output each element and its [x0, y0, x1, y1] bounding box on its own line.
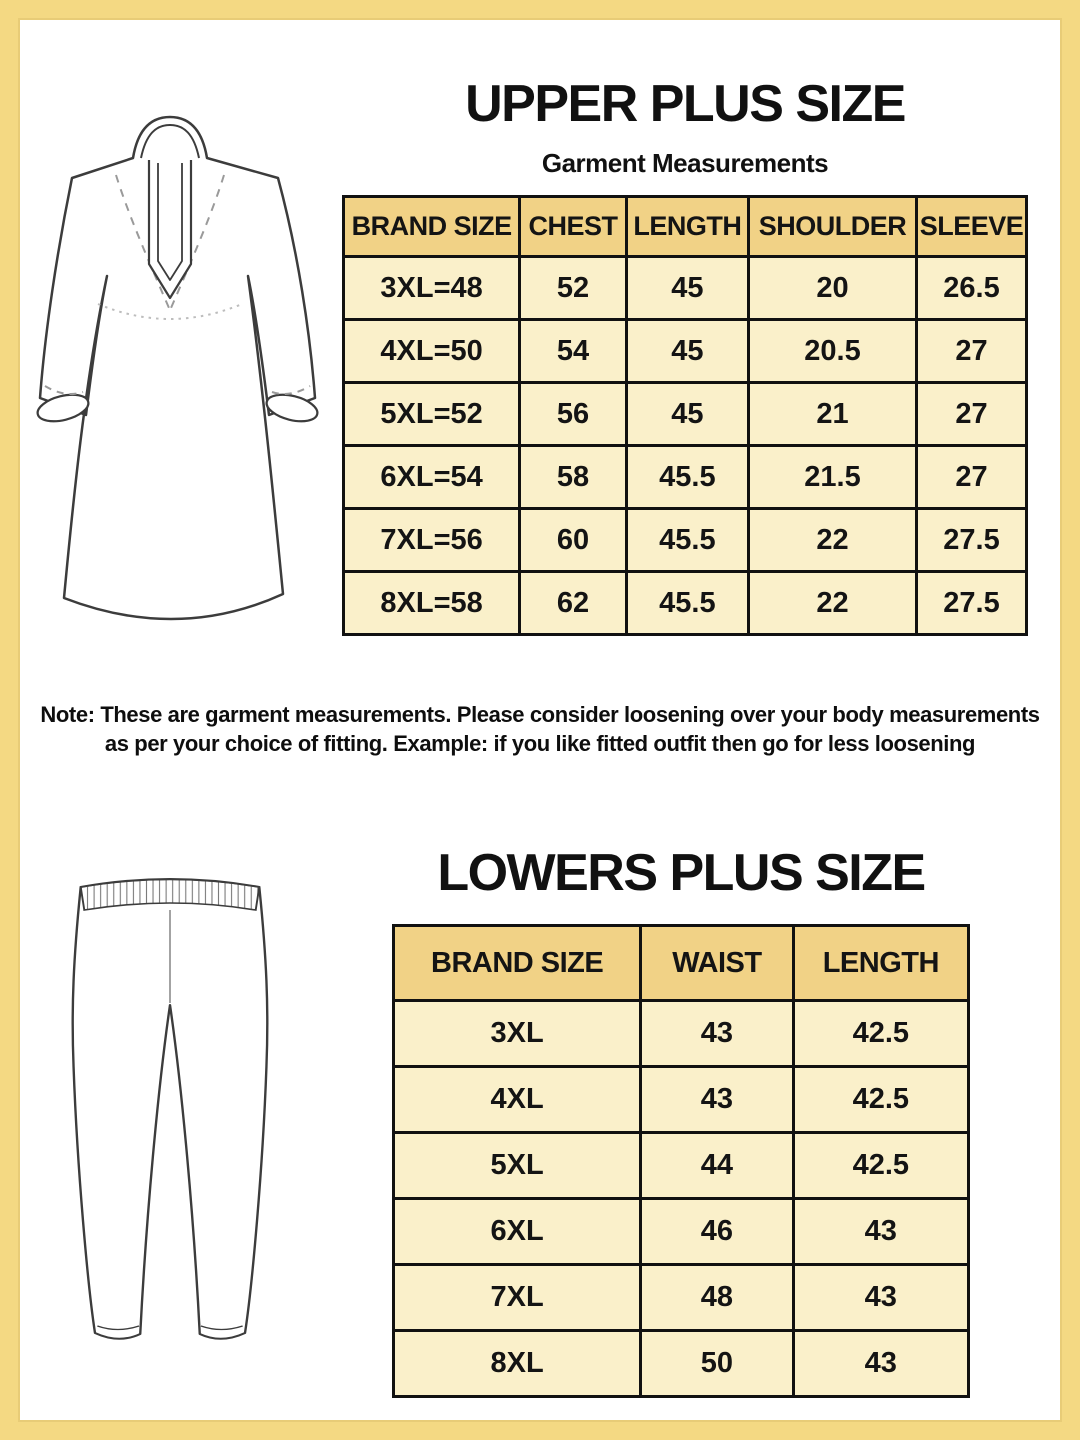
cell-shoulder: 20.5 — [746, 318, 919, 384]
cell-length: 42.5 — [791, 1065, 971, 1134]
table-row-6xl: 6XL=54 58 45.5 21.5 27 — [341, 444, 1028, 510]
cell-brand-size: 5XL — [391, 1131, 643, 1200]
cell-sleeve: 27.5 — [915, 507, 1028, 573]
cell-brand-size: 6XL — [391, 1197, 643, 1266]
cell-brand-size: 6XL=54 — [341, 444, 522, 510]
cell-waist: 43 — [639, 1065, 795, 1134]
cell-length: 43 — [791, 1329, 971, 1398]
upper-section-subtitle: Garment Measurements — [541, 148, 829, 178]
cell-shoulder: 22 — [746, 570, 919, 636]
upper-section-title: UPPER PLUS SIZE — [465, 75, 906, 133]
cell-brand-size: 5XL=52 — [341, 381, 522, 447]
measurement-note: Note: These are garment measurements. Pl… — [40, 700, 1040, 758]
cell-length: 45.5 — [624, 570, 751, 636]
cell-brand-size: 7XL=56 — [341, 507, 522, 573]
cell-shoulder: 21 — [746, 381, 919, 447]
header-cell-length: LENGTH — [624, 195, 751, 258]
lower-section-title: LOWERS PLUS SIZE — [437, 844, 926, 902]
cell-length: 45.5 — [624, 507, 751, 573]
cell-sleeve: 27 — [915, 444, 1028, 510]
lower-size-table-container: BRAND SIZE WAIST LENGTH 3XL 43 42.5 4XL … — [391, 924, 971, 1398]
header-cell-sleeve: SLEEVE — [915, 195, 1028, 258]
cell-shoulder: 21.5 — [746, 444, 919, 510]
cell-length: 42.5 — [791, 1131, 971, 1200]
cell-waist: 44 — [639, 1131, 795, 1200]
cell-sleeve: 27.5 — [915, 570, 1028, 636]
cell-brand-size: 7XL — [391, 1263, 643, 1332]
table-row-7xl: 7XL 48 43 — [391, 1263, 971, 1332]
cell-length: 45 — [624, 381, 751, 447]
cell-length: 45 — [624, 318, 751, 384]
table-row-5xl: 5XL=52 56 45 21 27 — [341, 381, 1028, 447]
cell-waist: 50 — [639, 1329, 795, 1398]
table-row-4xl: 4XL 43 42.5 — [391, 1065, 971, 1134]
header-cell-length: LENGTH — [791, 924, 971, 1002]
lower-size-table: BRAND SIZE WAIST LENGTH 3XL 43 42.5 4XL … — [391, 924, 971, 1398]
cell-sleeve: 27 — [915, 318, 1028, 384]
cell-length: 43 — [791, 1197, 971, 1266]
cell-chest: 60 — [518, 507, 628, 573]
upper-size-table-container: BRAND SIZE CHEST LENGTH SHOULDER SLEEVE … — [341, 195, 1028, 636]
cell-brand-size: 4XL — [391, 1065, 643, 1134]
table-row-6xl: 6XL 46 43 — [391, 1197, 971, 1266]
cell-brand-size: 3XL — [391, 999, 643, 1068]
table-row-7xl: 7XL=56 60 45.5 22 27.5 — [341, 507, 1028, 573]
cell-brand-size: 4XL=50 — [341, 318, 522, 384]
note-line-1: Note: These are garment measurements. Pl… — [40, 702, 1040, 727]
cell-chest: 52 — [518, 255, 628, 321]
table-row-3xl: 3XL 43 42.5 — [391, 999, 971, 1068]
cell-waist: 46 — [639, 1197, 795, 1266]
header-cell-brand-size: BRAND SIZE — [391, 924, 643, 1002]
cell-waist: 43 — [639, 999, 795, 1068]
table-row-8xl: 8XL=58 62 45.5 22 27.5 — [341, 570, 1028, 636]
cell-length: 45 — [624, 255, 751, 321]
cell-chest: 56 — [518, 381, 628, 447]
table-row-8xl: 8XL 50 43 — [391, 1329, 971, 1398]
table-row-4xl: 4XL=50 54 45 20.5 27 — [341, 318, 1028, 384]
upper-table-header-row: BRAND SIZE CHEST LENGTH SHOULDER SLEEVE — [341, 195, 1028, 258]
cell-waist: 48 — [639, 1263, 795, 1332]
cell-brand-size: 8XL — [391, 1329, 643, 1398]
cell-shoulder: 20 — [746, 255, 919, 321]
table-row-5xl: 5XL 44 42.5 — [391, 1131, 971, 1200]
note-line-2: as per your choice of fitting. Example: … — [104, 731, 976, 757]
header-cell-waist: WAIST — [639, 924, 795, 1002]
cell-length: 45.5 — [624, 444, 751, 510]
cell-sleeve: 26.5 — [915, 255, 1028, 321]
pants-illustration — [71, 878, 269, 1340]
header-cell-shoulder: SHOULDER — [746, 195, 919, 258]
cell-chest: 58 — [518, 444, 628, 510]
cell-brand-size: 8XL=58 — [341, 570, 522, 636]
lower-table-header-row: BRAND SIZE WAIST LENGTH — [391, 924, 971, 1002]
cell-chest: 62 — [518, 570, 628, 636]
cell-brand-size: 3XL=48 — [341, 255, 522, 321]
table-row-3xl: 3XL=48 52 45 20 26.5 — [341, 255, 1028, 321]
kurta-illustration — [36, 115, 319, 621]
cell-shoulder: 22 — [746, 507, 919, 573]
cell-length: 43 — [791, 1263, 971, 1332]
cell-length: 42.5 — [791, 999, 971, 1068]
header-cell-brand-size: BRAND SIZE — [341, 195, 522, 258]
header-cell-chest: CHEST — [518, 195, 628, 258]
cell-chest: 54 — [518, 318, 628, 384]
cell-sleeve: 27 — [915, 381, 1028, 447]
upper-size-table: BRAND SIZE CHEST LENGTH SHOULDER SLEEVE … — [341, 195, 1028, 636]
